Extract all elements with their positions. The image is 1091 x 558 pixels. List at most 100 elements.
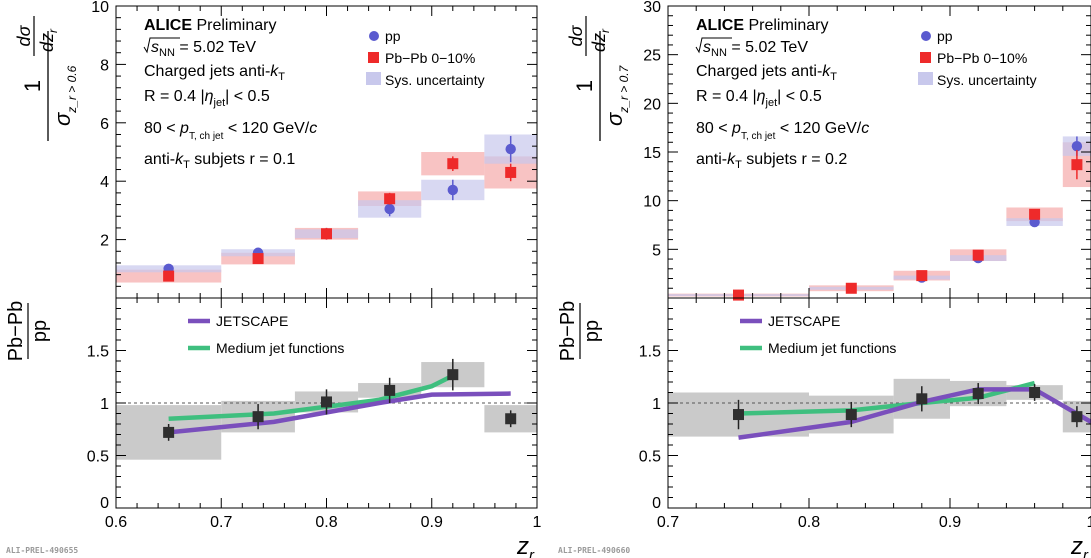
annotation-energy: sNN = 5.02 TeV — [151, 39, 256, 59]
ratio-point — [447, 369, 459, 381]
legend-mjf-label: Medium jet functions — [216, 340, 344, 356]
y-title-one: 1 — [572, 80, 597, 92]
y-tick-label: 1 — [100, 396, 109, 413]
legend-pp-marker — [921, 31, 931, 41]
pp-point — [1071, 140, 1083, 152]
x-axis-title: zr — [1070, 533, 1089, 558]
ratio-point — [321, 396, 332, 408]
y-title-sigma: σz_r > 0.7 — [602, 64, 631, 126]
annotation-pt-range: 80 < pT, ch jet < 120 GeV/c — [696, 120, 869, 142]
mjf-curve — [168, 373, 454, 421]
y-title-dsigma: dσ — [566, 24, 586, 46]
annotation-radius: R = 0.4 |ηjet| < 0.5 — [696, 88, 822, 109]
legend-pbpb-label: Pb−Pb 0−10% — [385, 50, 475, 66]
pbpb-point — [916, 270, 928, 282]
panel-id-label: ALI-PREL-490655 — [6, 546, 78, 555]
y-title-subscript: z_r > 0.6 — [65, 65, 79, 113]
legend-pbpb-marker — [920, 52, 931, 63]
legend-mjf-label: Medium jet functions — [768, 340, 896, 356]
pbpb-point — [505, 166, 517, 178]
y-tick-label: 0 — [100, 495, 109, 512]
pbpb-point — [1029, 208, 1041, 220]
jetscape-curve — [168, 391, 511, 435]
x-tick-label: 0.7 — [210, 514, 232, 531]
ratio-point — [252, 411, 264, 423]
lower-y-title: Pb−Pb pp — [5, 301, 51, 362]
ratio-point — [505, 413, 517, 425]
y-title-one: 1 — [20, 80, 45, 92]
sqrt-symbol — [143, 37, 180, 54]
y-tick-label: 1.5 — [87, 344, 109, 361]
pbpb-point — [252, 253, 264, 265]
legend-pbpb-marker — [368, 52, 379, 63]
pp-point — [384, 203, 395, 215]
y-title-dsigma: dσ — [14, 24, 34, 46]
annotation-experiment: ALICE Preliminary — [144, 17, 276, 34]
y-tick-label: 15 — [643, 145, 661, 162]
plot-area — [668, 136, 1091, 440]
y-tick-label: 0.5 — [639, 449, 661, 466]
jetscape-curve — [738, 387, 1091, 440]
ratio-point — [163, 426, 175, 438]
y-tick-label: 1 — [652, 396, 661, 413]
annotation-subjets: anti-kT subjets r = 0.2 — [696, 151, 847, 171]
y-tick-label: 25 — [643, 48, 661, 65]
ratio-num: Pb−Pb — [5, 301, 27, 362]
ratio-den: pp — [29, 320, 51, 342]
upper-y-title: 1 σz_r > 0.6 — [20, 31, 79, 141]
annotation-radius: R = 0.4 |ηjet| < 0.5 — [144, 88, 270, 109]
y-tick-label: 30 — [643, 0, 661, 16]
legend-sys-label: Sys. uncertainty — [385, 72, 485, 88]
annotation-jets: Charged jets anti-kT — [144, 63, 285, 83]
pbpb-point — [845, 282, 857, 294]
y-tick-label: 10 — [91, 0, 109, 16]
y-title-subscript: z_r > 0.7 — [617, 64, 631, 113]
ratio-num: Pb−Pb — [557, 301, 579, 362]
x-tick-label: 0.8 — [315, 514, 337, 531]
legend-pp-label: pp — [937, 28, 953, 44]
x-tick-label: 1 — [533, 514, 542, 531]
pbpb-point — [1071, 159, 1083, 171]
annotation-energy: sNN = 5.02 TeV — [703, 39, 808, 59]
y-tick-label: 4 — [100, 174, 109, 191]
y-tick-label: 2 — [100, 233, 109, 250]
ratio-point — [1071, 411, 1083, 423]
y-tick-label: 10 — [643, 194, 661, 211]
ratio-point — [916, 393, 928, 405]
y-title-dz: dzr — [37, 28, 60, 52]
legend-pp-label: pp — [385, 28, 401, 44]
ratio-point — [972, 388, 984, 400]
pbpb-point — [733, 289, 744, 301]
ratio-point — [733, 409, 744, 421]
x-tick-label: 0.9 — [421, 514, 443, 531]
y-tick-label: 8 — [100, 57, 109, 74]
pp-point — [505, 143, 516, 155]
pbpb-point — [447, 158, 459, 170]
x-tick-label: 0.9 — [939, 514, 961, 531]
lower-y-title: Pb−Pb pp — [557, 301, 603, 362]
panel-id-label: ALI-PREL-490660 — [558, 546, 630, 555]
annotation-pt-range: 80 < pT, ch jet < 120 GeV/c — [144, 120, 317, 142]
legend-sys-marker — [366, 72, 381, 85]
pbpb-point — [321, 228, 332, 240]
x-axis-title: zr — [516, 533, 535, 558]
legend-jetscape-label: JETSCAPE — [768, 313, 840, 329]
legend-jetscape-label: JETSCAPE — [216, 313, 288, 329]
y-tick-label: 20 — [643, 96, 661, 113]
legend-pp-marker — [369, 31, 379, 41]
ratio-den: pp — [581, 320, 603, 342]
x-tick-label: 0.7 — [657, 514, 679, 531]
y-tick-label: 0.5 — [87, 449, 109, 466]
legend-sys-marker — [918, 72, 933, 85]
upper-y-title-derivative: dσ dzr — [566, 16, 612, 56]
annotation-subjets: anti-kT subjets r = 0.1 — [144, 151, 295, 171]
y-title-sigma: σz_r > 0.6 — [50, 65, 79, 126]
plot-area — [116, 134, 537, 460]
y-tick-label: 6 — [100, 116, 109, 133]
y-tick-label: 1.5 — [639, 344, 661, 361]
x-tick-label: 0.8 — [798, 514, 820, 531]
ratio-point — [845, 409, 857, 421]
legend-pbpb-label: Pb−Pb 0−10% — [937, 50, 1027, 66]
